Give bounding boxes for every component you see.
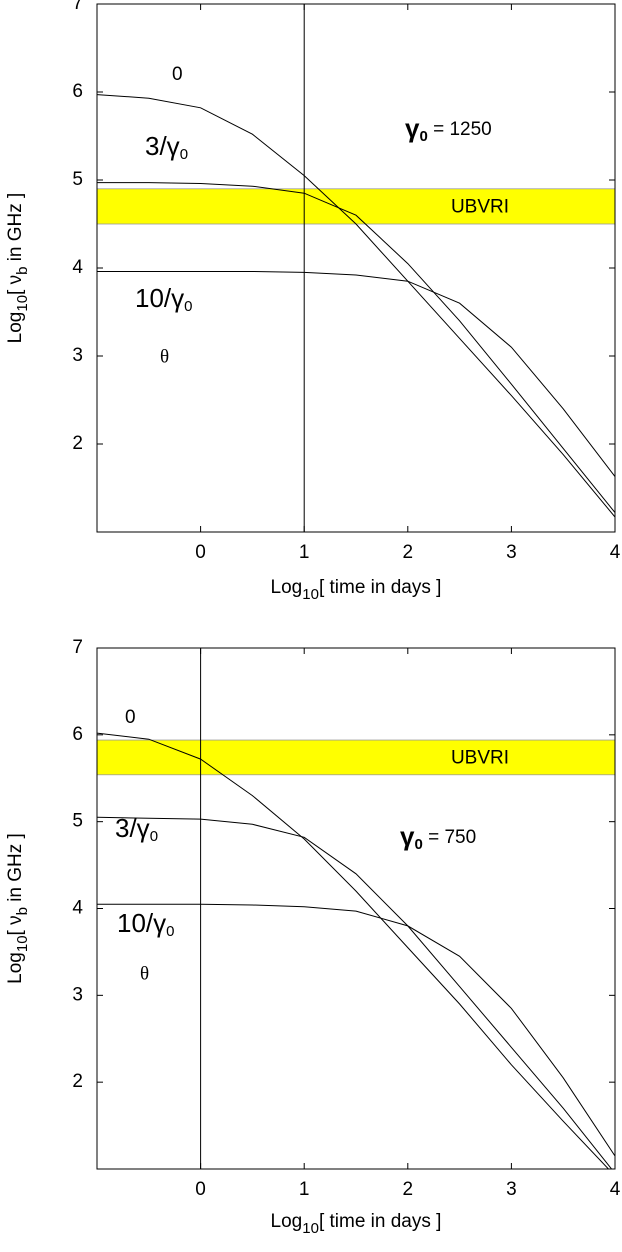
x-tick-label: 2 bbox=[403, 1179, 414, 1200]
subscript: 10 bbox=[14, 935, 31, 952]
theta-label: θ bbox=[140, 963, 149, 984]
curve-label: 3/γ0 bbox=[145, 131, 188, 163]
curve-label: 0 bbox=[172, 64, 183, 85]
text-part: Log bbox=[5, 952, 26, 984]
text-part: 10/γ bbox=[117, 908, 166, 938]
subscript: 10 bbox=[14, 295, 31, 312]
theta-label: θ bbox=[160, 346, 169, 367]
y-tick-label: 4 bbox=[72, 257, 83, 278]
band-label: UBVRI bbox=[451, 747, 509, 768]
x-tick-label: 1 bbox=[299, 542, 310, 563]
subscript: 0 bbox=[166, 923, 174, 940]
x-tick-label: 4 bbox=[610, 542, 621, 563]
text-part: γ bbox=[405, 113, 420, 143]
curve bbox=[97, 182, 615, 513]
text-part: = 1250 bbox=[428, 119, 492, 140]
curve-label: 10/γ0 bbox=[135, 283, 193, 315]
text-part: [ ν bbox=[5, 275, 26, 295]
band-label: UBVRI bbox=[451, 196, 509, 217]
subscript: b bbox=[14, 907, 31, 915]
y-tick-label: 2 bbox=[72, 1071, 83, 1092]
text-part: [ time in days ] bbox=[319, 1211, 442, 1232]
x-tick-label: 2 bbox=[403, 542, 414, 563]
subscript: 0 bbox=[150, 828, 158, 845]
y-tick-label: 3 bbox=[72, 984, 83, 1005]
y-tick-label: 5 bbox=[72, 811, 83, 832]
curve-label: 3/γ0 bbox=[115, 813, 158, 845]
y-tick-label: 4 bbox=[72, 898, 83, 919]
subscript: 0 bbox=[414, 836, 422, 853]
plot-frame bbox=[96, 3, 616, 533]
text-part: Log bbox=[5, 312, 26, 344]
y-tick-label: 7 bbox=[72, 0, 83, 14]
subscript: 0 bbox=[184, 298, 192, 315]
subscript: 0 bbox=[419, 128, 427, 145]
x-tick-label: 3 bbox=[506, 1179, 517, 1200]
y-tick-label: 3 bbox=[72, 345, 83, 366]
curve bbox=[97, 816, 613, 1169]
x-tick-label: 3 bbox=[506, 542, 517, 563]
text-part: = 750 bbox=[423, 827, 476, 848]
band bbox=[96, 188, 616, 225]
y-tick-label: 2 bbox=[72, 433, 83, 454]
text-part: 10/γ bbox=[135, 283, 184, 313]
text-part: Log bbox=[271, 1211, 303, 1232]
curve-label: 0 bbox=[125, 707, 136, 728]
text-part: 0 bbox=[125, 707, 136, 728]
text-part: 0 bbox=[172, 64, 183, 85]
text-part: Log bbox=[271, 577, 303, 598]
text-part: [ ν bbox=[5, 915, 26, 935]
text-part: [ time in days ] bbox=[319, 577, 442, 598]
x-tick-label: 0 bbox=[195, 1179, 206, 1200]
y-tick-label: 7 bbox=[72, 637, 83, 658]
curve-label: 10/γ0 bbox=[117, 908, 175, 940]
curve bbox=[97, 732, 610, 1169]
y-tick-label: 6 bbox=[72, 724, 83, 745]
subscript: 10 bbox=[302, 586, 319, 603]
x-tick-label: 1 bbox=[299, 1179, 310, 1200]
subscript: 10 bbox=[302, 1220, 319, 1237]
curve bbox=[97, 271, 615, 477]
y-tick-label: 5 bbox=[72, 169, 83, 190]
subscript: b bbox=[14, 267, 31, 275]
band bbox=[96, 739, 616, 776]
gamma-label: γ0 = 1250 bbox=[405, 113, 492, 145]
x-axis-title: Log10[ time in days ] bbox=[271, 577, 442, 603]
text-part: in GHz ] bbox=[5, 833, 26, 907]
y-axis-title: Log10[ νb in GHz ] bbox=[5, 833, 31, 984]
subscript: 0 bbox=[180, 146, 188, 163]
curve bbox=[97, 94, 615, 518]
text-part: 3/γ bbox=[115, 813, 150, 843]
y-tick-label: 6 bbox=[72, 81, 83, 102]
y-axis-title: Log10[ νb in GHz ] bbox=[5, 193, 31, 344]
x-axis-title: Log10[ time in days ] bbox=[271, 1211, 442, 1237]
text-part: 3/γ bbox=[145, 131, 180, 161]
gamma-label: γ0 = 750 bbox=[400, 821, 476, 853]
text-part: γ bbox=[400, 821, 415, 851]
text-part: in GHz ] bbox=[5, 193, 26, 267]
plot-frame bbox=[96, 647, 616, 1170]
x-tick-label: 0 bbox=[195, 542, 206, 563]
x-tick-label: 4 bbox=[610, 1179, 621, 1200]
curve bbox=[97, 903, 615, 1157]
